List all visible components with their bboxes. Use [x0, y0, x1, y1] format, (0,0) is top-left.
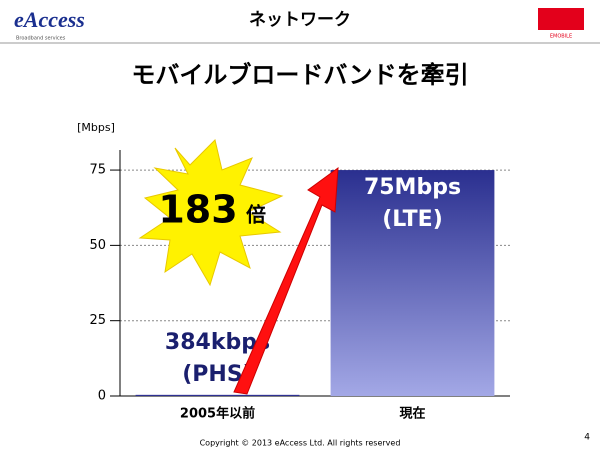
x-tick-label: 現在	[399, 406, 425, 422]
section-title: ネットワーク	[249, 10, 351, 30]
y-tick-label: 50	[89, 238, 106, 253]
value-label: (LTE)	[382, 207, 443, 232]
y-tick-label: 75	[89, 163, 106, 178]
logo-sub: Broadband services	[16, 36, 66, 42]
chart-title: モバイルブロードバンドを牽引	[131, 61, 468, 89]
brand-text: EMOBILE	[550, 34, 572, 40]
arrow	[233, 166, 339, 395]
annotation-unit: 倍	[246, 203, 266, 227]
brand-logo	[538, 8, 584, 30]
starburst	[138, 139, 284, 287]
y-unit: [Mbps]	[77, 121, 115, 134]
value-label: 75Mbps	[364, 175, 461, 200]
y-tick-label: 0	[98, 389, 106, 404]
annotation-number: 183	[158, 188, 237, 232]
bar	[330, 170, 495, 396]
copyright: Copyright © 2013 eAccess Ltd. All rights…	[200, 439, 401, 448]
page-number: 4	[584, 433, 590, 443]
logo: eAccess	[14, 7, 85, 32]
y-tick-label: 25	[89, 313, 106, 328]
bar	[135, 394, 300, 396]
x-tick-label: 2005年以前	[180, 406, 255, 422]
